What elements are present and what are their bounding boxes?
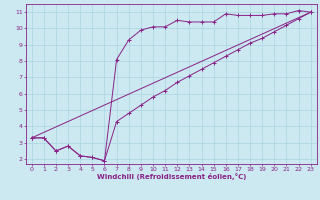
- X-axis label: Windchill (Refroidissement éolien,°C): Windchill (Refroidissement éolien,°C): [97, 173, 246, 180]
